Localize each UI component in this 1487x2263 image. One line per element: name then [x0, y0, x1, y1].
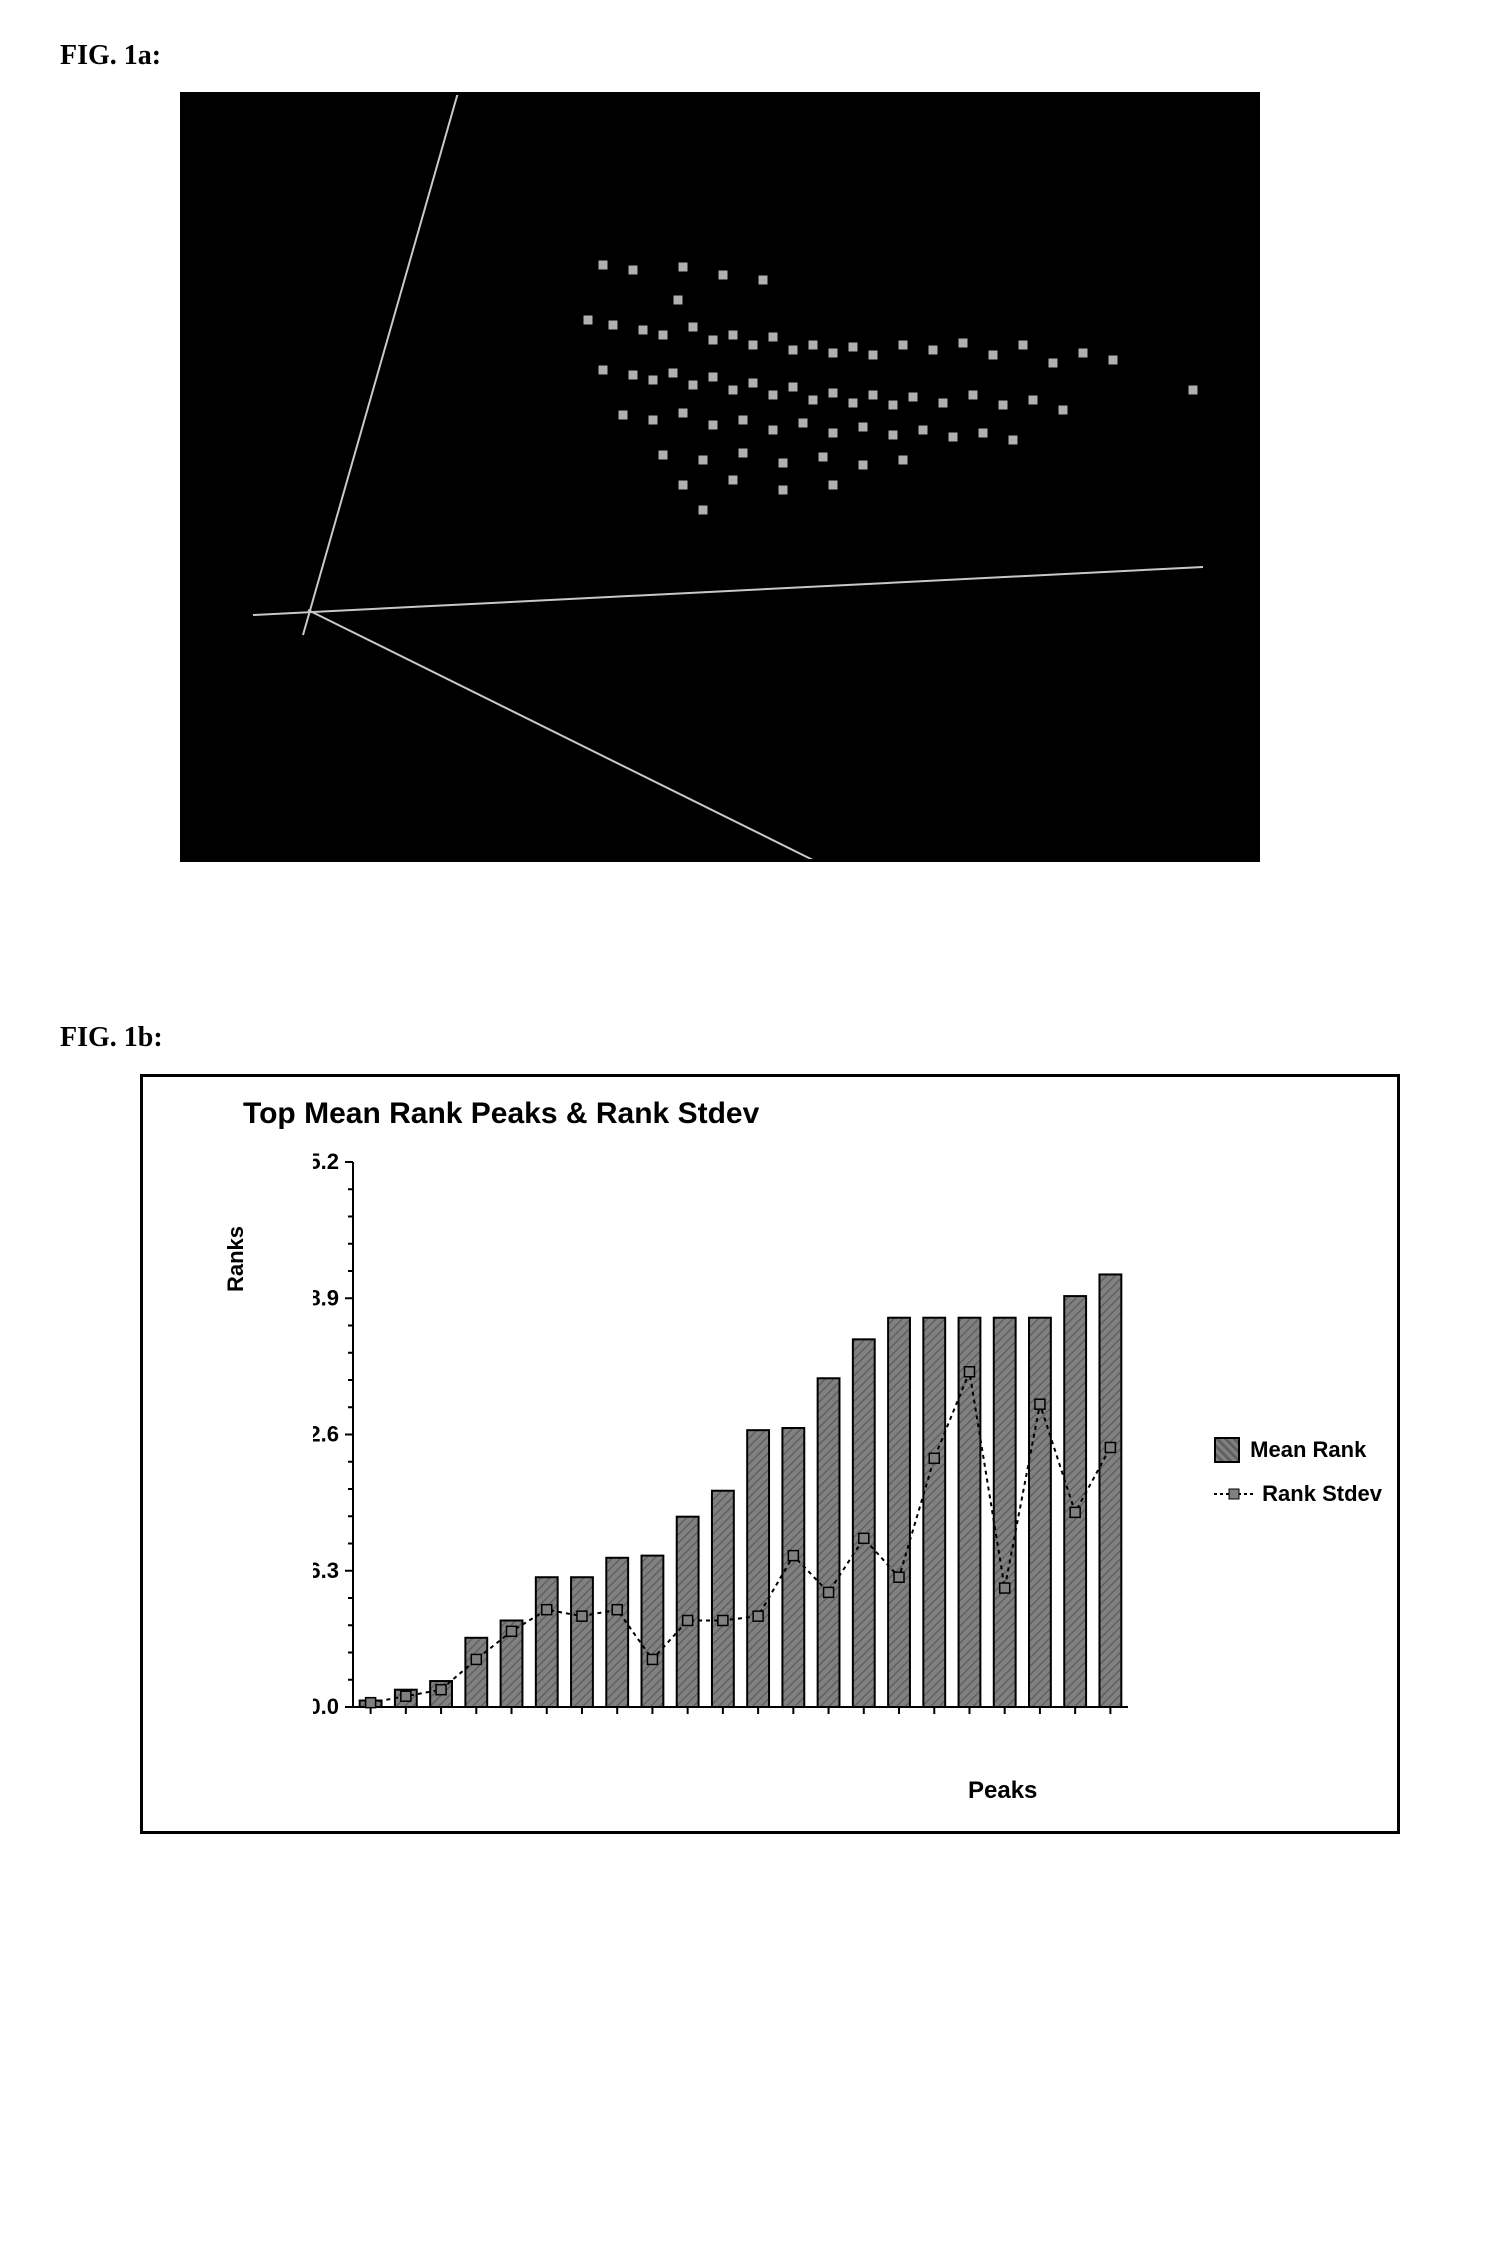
legend-line-swatch: [1214, 1484, 1254, 1504]
x-axis-title: Peaks: [968, 1777, 1037, 1805]
fig1b-label: FIG. 1b:: [60, 1022, 1427, 1054]
fig1a-scatter-3d: [180, 92, 1260, 862]
chart-title: Top Mean Rank Peaks & Rank Stdev: [243, 1097, 1397, 1131]
svg-text:25.2: 25.2: [313, 1152, 339, 1174]
legend-bar-swatch: [1214, 1437, 1240, 1463]
legend-mean-rank: Mean Rank: [1214, 1437, 1382, 1463]
svg-text:0.0: 0.0: [313, 1694, 339, 1719]
fig1b-svg: 0.0 6.3 12.6 18.9 25.2: [313, 1152, 1133, 1742]
fig1b-chart-panel: Top Mean Rank Peaks & Rank Stdev Ranks 0…: [140, 1074, 1400, 1834]
fig1b-container: Top Mean Rank Peaks & Rank Stdev Ranks 0…: [140, 1074, 1427, 1834]
svg-text:18.9: 18.9: [313, 1285, 339, 1310]
y-axis-title: Ranks: [223, 1226, 249, 1292]
legend-rank-stdev: Rank Stdev: [1214, 1481, 1382, 1507]
svg-text:6.3: 6.3: [313, 1558, 339, 1583]
fig1a-svg: [183, 95, 1260, 862]
svg-text:12.6: 12.6: [313, 1422, 339, 1447]
fig1a-label: FIG. 1a:: [60, 40, 1427, 72]
legend-stdev-label: Rank Stdev: [1262, 1481, 1382, 1507]
fig1a-container: [180, 92, 1427, 862]
legend: Mean Rank Rank Stdev: [1214, 1437, 1382, 1525]
legend-mean-label: Mean Rank: [1250, 1437, 1366, 1463]
